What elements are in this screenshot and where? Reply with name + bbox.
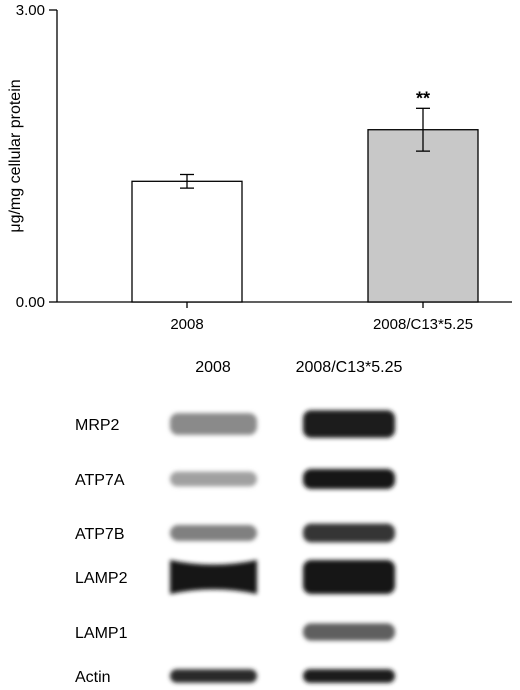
x-tick-label: 2008/C13*5.25 [373,316,473,333]
y-tick-label: 3.00 [16,2,45,19]
blot-band [170,560,257,594]
blot-band [170,413,257,435]
blot-band [303,410,395,438]
lane-label: 2008 [195,359,231,376]
y-ticks: 3.00 0.00 [16,2,57,311]
bars: ** [131,88,479,303]
error-bar [416,107,430,152]
blot-row-label: ATP7B [75,526,125,543]
bar [367,129,479,303]
blot-band [170,525,257,541]
x-tick-label: 2008 [170,316,203,333]
significance-marker: ** [416,88,430,108]
blot-band [303,523,395,543]
y-tick-label: 0.00 [16,294,45,311]
y-axis-label: μg/mg cellular protein [7,79,24,232]
blot-row-label: LAMP1 [75,625,128,642]
blot-band [303,623,395,641]
blot-row-label: ATP7A [75,472,125,489]
bar-chart: 3.00 0.00 ** 2008 2008/C13*5.25 μg/mg cell… [7,2,512,333]
blot-row-label: Actin [75,669,111,686]
blot-band [170,471,257,487]
blot-row-label: MRP2 [75,417,120,434]
blot-band [303,560,395,594]
western-blot: 2008 2008/C13*5.25 MRP2 ATP7A ATP7B LAMP2 LAMP… [75,359,402,686]
blot-band [170,669,257,683]
blot-band [303,469,395,489]
blot-row-label: LAMP2 [75,570,128,587]
error-bar [180,173,194,189]
lane-label: 2008/C13*5.25 [296,359,403,376]
x-tick-labels: 2008 2008/C13*5.25 [170,302,473,333]
blot-band [303,669,395,683]
bar [131,180,243,303]
